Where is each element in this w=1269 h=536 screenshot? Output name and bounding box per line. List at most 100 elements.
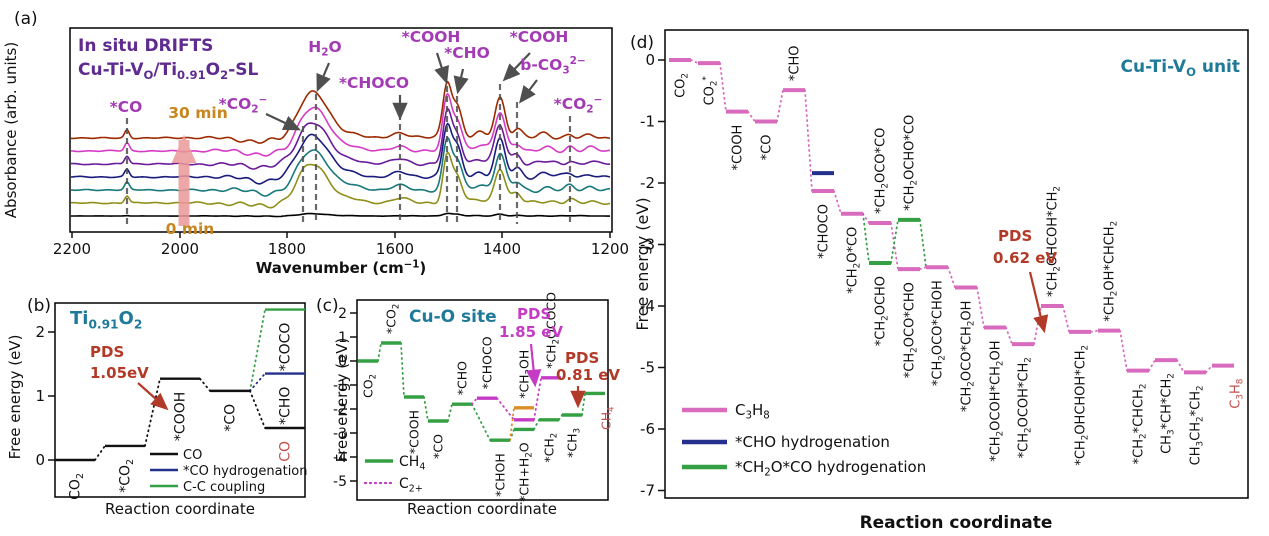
gray-arrow <box>316 62 331 93</box>
species-label: CO2 <box>361 374 379 398</box>
species-label: CO2* <box>702 75 720 105</box>
x-axis-title: Reaction coordinate <box>105 500 255 518</box>
path-connector <box>509 428 515 442</box>
y-axis-title: Free energy (eV) <box>333 338 351 463</box>
path-connector <box>776 89 784 123</box>
axes-frame <box>54 302 306 498</box>
panel-b-energy-diagram-ti091o2: (b) 0 1 2 Free energy (eV) Reaction coordinat… <box>6 296 308 518</box>
y-tick-label: 0 <box>338 354 347 370</box>
species-label: *CH2*CHCH2 <box>1132 384 1149 465</box>
path-connector <box>919 266 927 271</box>
species-label: *COCO <box>278 323 294 372</box>
x-tick-label: 1200 <box>591 240 629 258</box>
time-start-label: 0 min <box>166 220 215 238</box>
red-arrow <box>1028 271 1049 334</box>
y-tick-label: -2 <box>640 174 655 192</box>
path-connector <box>249 389 266 429</box>
species-label: *CH+H2O <box>517 442 535 502</box>
species-label: *CH2OCHO*CO <box>903 115 920 211</box>
panel-d-energy-diagram-cutivo-unit: (d)0 -1 -2 -3 -4 -5 -6 -7 Free energy (eV) Reacti… <box>630 29 1249 533</box>
species-label: *CHOCO <box>817 204 832 259</box>
species-label: *CH2OCO*CH2OH <box>960 301 977 413</box>
path-connector <box>690 59 699 64</box>
y-tick-label: 1 <box>338 330 347 346</box>
panel-a-drifts-spectra: (a) 2200 2000 1800 1600 1400 1200 Wavenumber (c… <box>2 9 629 277</box>
y-tick-label: -2 <box>333 402 347 418</box>
y-tick-label: 1 <box>35 387 45 405</box>
panel-title: Ti0.91O2 <box>70 308 142 331</box>
panel-c-energy-diagram-cuo-site: (c) 2 1 0 -1 -2 -3 -4 -5 Free energy (eV) Reaction… <box>316 292 620 518</box>
path-connector <box>377 342 382 362</box>
path-connector <box>558 414 563 421</box>
path-connector <box>719 62 727 113</box>
x-tick-label: 1600 <box>376 240 414 258</box>
pds-annotation: 1.85 eV <box>499 323 563 341</box>
panel-letter: (a) <box>14 9 38 29</box>
path-connector <box>1176 359 1185 374</box>
path-connector <box>919 218 927 269</box>
panel-letter: (c) <box>316 296 339 316</box>
axes-frame <box>69 27 613 233</box>
species-label: CH3*CH*CH2 <box>1160 373 1177 454</box>
panel-title: Cu-Ti-VO unit <box>1121 57 1240 79</box>
legend-label: C3H8 <box>735 401 770 422</box>
y-tick-label: 0 <box>645 51 655 69</box>
species-label: *COOH <box>173 392 189 441</box>
species-label: *CH2OCOH*CH2OH <box>989 341 1006 462</box>
path-connector <box>1119 329 1128 372</box>
path-connector <box>447 403 453 422</box>
x-axis-title: Reaction coordinate <box>860 513 1053 533</box>
path-connector <box>471 403 491 442</box>
panel-title: In situ DRIFTS <box>78 36 213 56</box>
species-label: *CHO <box>788 46 803 82</box>
species-label: *CH2OCOCO <box>544 292 562 369</box>
y-tick-label: 2 <box>35 323 45 341</box>
species-label: CH3CH2*CH2 <box>1189 385 1206 465</box>
legend-label: *CH2O*CO hydrogenation <box>735 458 926 479</box>
panel-title: Cu-O site <box>409 307 497 327</box>
species-label: *CH2O*CO <box>846 227 863 294</box>
species-label: *CH2OHCHOH*CH2 <box>1074 345 1091 466</box>
species-label: *CH2OCOH*CH2 <box>1017 357 1034 458</box>
y-tick-label: 2 <box>338 306 347 322</box>
panel-subtitle: Cu-Ti-VO/Ti0.91O2-SL <box>78 60 258 82</box>
y-tick-label: -1 <box>333 378 347 394</box>
spectrum-trace <box>70 122 611 185</box>
path-connector <box>144 377 161 447</box>
legend-label: CH4 <box>399 454 425 472</box>
path-connector <box>947 266 956 289</box>
path-connector <box>1090 329 1099 333</box>
path-connector <box>862 212 870 224</box>
spectrum-trace <box>70 80 611 144</box>
path-connector <box>833 190 842 215</box>
path-connector <box>1148 359 1156 372</box>
spectrum-trace <box>70 212 611 218</box>
gray-arrow <box>519 79 538 104</box>
species-label: *CH2OCHO <box>874 276 891 346</box>
pds-annotation: 0.62 eV <box>993 249 1057 267</box>
gray-arrow <box>502 52 531 82</box>
species-label: *CHOCO <box>339 74 409 92</box>
y-tick-label: -7 <box>640 482 655 500</box>
y-tick-label: -6 <box>640 420 655 438</box>
path-connector <box>581 392 586 416</box>
path-connector <box>804 89 813 192</box>
species-label: *COOH <box>510 28 569 46</box>
y-tick-label: -5 <box>640 359 655 377</box>
species-label: *CO <box>110 98 143 116</box>
path-connector <box>94 445 106 461</box>
pds-annotation: 1.05eV <box>90 364 149 382</box>
species-label: *CO2− <box>554 94 603 116</box>
y-tick-label: -4 <box>333 450 347 466</box>
x-axis-title: Wavenumber (cm−1) <box>256 259 426 277</box>
y-tick-label: -4 <box>640 297 655 315</box>
path-connector <box>199 377 211 392</box>
legend-label: C2+ <box>399 476 423 494</box>
gray-arrow <box>265 113 301 131</box>
species-label: *COOH <box>731 125 746 171</box>
panel-letter: (d) <box>630 33 654 53</box>
spectrum-trace <box>70 136 611 197</box>
species-label: b-CO32− <box>520 55 586 77</box>
legend-label: *CO hydrogenation <box>183 464 308 479</box>
